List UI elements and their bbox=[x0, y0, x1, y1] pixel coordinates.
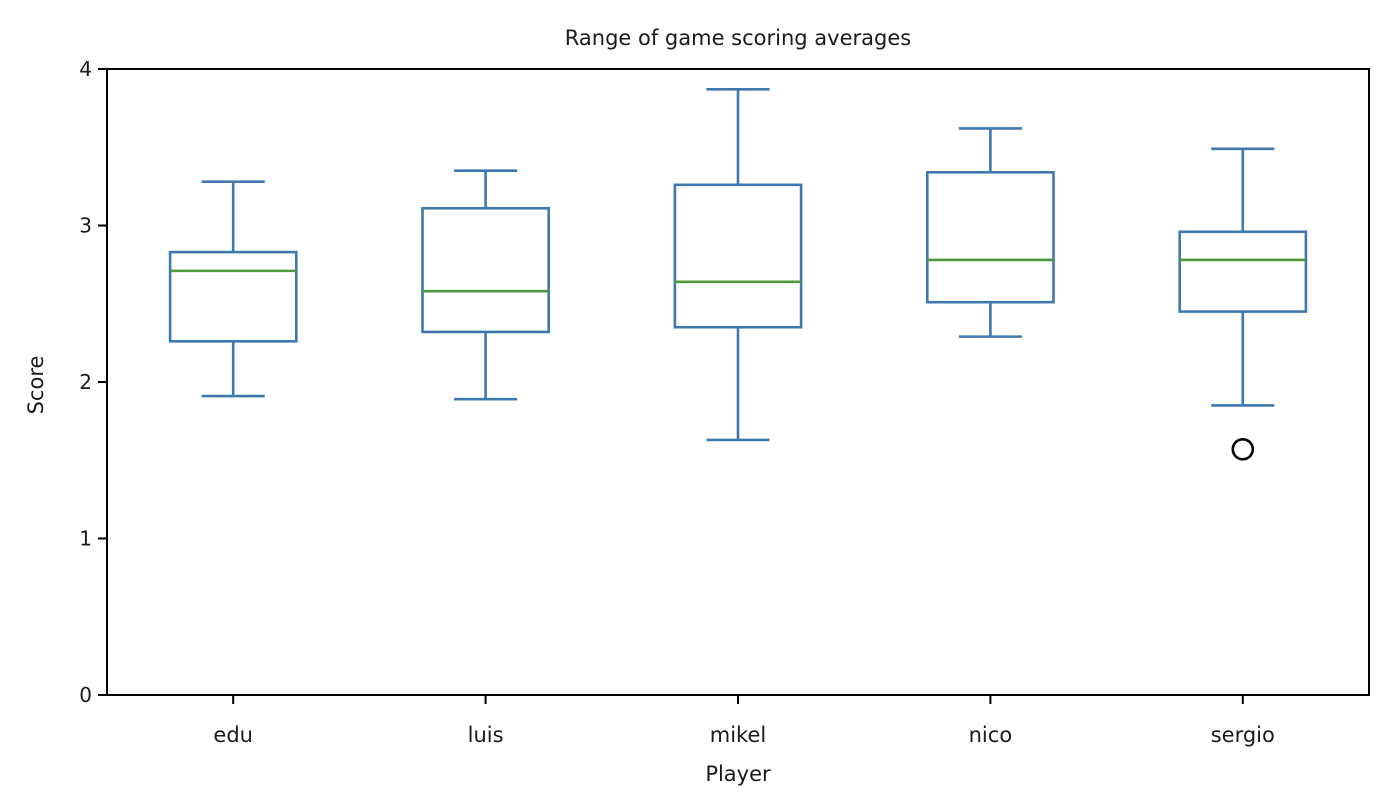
y-tick-label: 4 bbox=[79, 57, 92, 81]
box-group-nico bbox=[925, 127, 1055, 338]
x-axis-label: Player bbox=[705, 762, 771, 786]
x-axis: edu luis mikel nico sergio bbox=[213, 695, 1275, 747]
box-iqr bbox=[925, 170, 1055, 304]
y-tick-label: 1 bbox=[79, 527, 92, 551]
box-group-sergio bbox=[1178, 147, 1308, 461]
x-tick-label: nico bbox=[969, 723, 1013, 747]
y-tick-label: 0 bbox=[79, 683, 92, 707]
box-iqr bbox=[1178, 230, 1308, 313]
y-axis: 0 1 2 3 4 bbox=[79, 57, 107, 707]
box-iqr bbox=[673, 183, 803, 329]
y-tick-label: 3 bbox=[79, 214, 92, 238]
box-iqr bbox=[421, 206, 550, 334]
x-tick-label: edu bbox=[213, 723, 253, 747]
box-group-luis bbox=[421, 169, 550, 401]
y-tick-label: 2 bbox=[79, 370, 92, 394]
box-group-edu bbox=[168, 180, 298, 398]
y-axis-label: Score bbox=[24, 356, 48, 415]
x-tick-label: sergio bbox=[1211, 723, 1275, 747]
x-tick-label: luis bbox=[468, 723, 504, 747]
box-group-mikel bbox=[673, 88, 803, 442]
x-tick-label: mikel bbox=[710, 723, 766, 747]
chart-title: Range of game scoring averages bbox=[565, 26, 911, 50]
outlier-point bbox=[1231, 437, 1255, 461]
plot-area bbox=[168, 88, 1308, 461]
box-iqr bbox=[168, 250, 298, 343]
